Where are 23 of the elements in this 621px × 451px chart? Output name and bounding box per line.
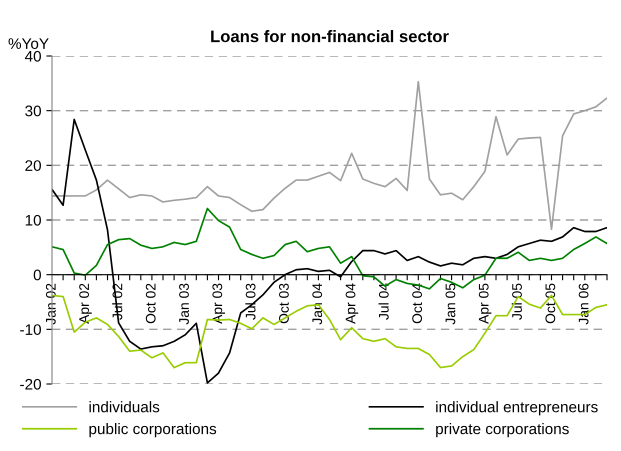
- y-tick-label: -10: [20, 324, 41, 336]
- line-series: [52, 80, 607, 230]
- chart-title: Loans for non-financial sector: [211, 30, 449, 42]
- legend-label: individuals: [89, 401, 160, 412]
- y-tick-label: 30: [25, 106, 41, 116]
- x-tick-label: Apr 02: [79, 284, 92, 324]
- legend-label: individual entrepreneurs: [436, 401, 598, 416]
- y-tick-label: 0: [34, 270, 41, 280]
- x-tick-label: Jan 05: [445, 284, 456, 324]
- x-tick-label: Jan 04: [312, 283, 322, 324]
- y-tick-label: 10: [26, 214, 41, 226]
- y-tick-label: 40: [24, 50, 41, 62]
- x-tick-label: Jan 06: [578, 284, 589, 324]
- legend-label: private corporations: [436, 423, 569, 438]
- y-axis-title: %YoY: [8, 38, 49, 49]
- x-tick-label: Oct 02: [146, 284, 156, 324]
- x-tick-label: Apr 04: [346, 283, 358, 324]
- y-tick-label: -20: [20, 378, 41, 390]
- y-tick-label: 20: [25, 160, 41, 172]
- legend-label: public corporations: [89, 423, 216, 438]
- x-tick-label: Jan 03: [179, 284, 189, 324]
- x-tick-label: Oct 03: [278, 284, 289, 324]
- x-tick-label: Apr 05: [478, 284, 492, 324]
